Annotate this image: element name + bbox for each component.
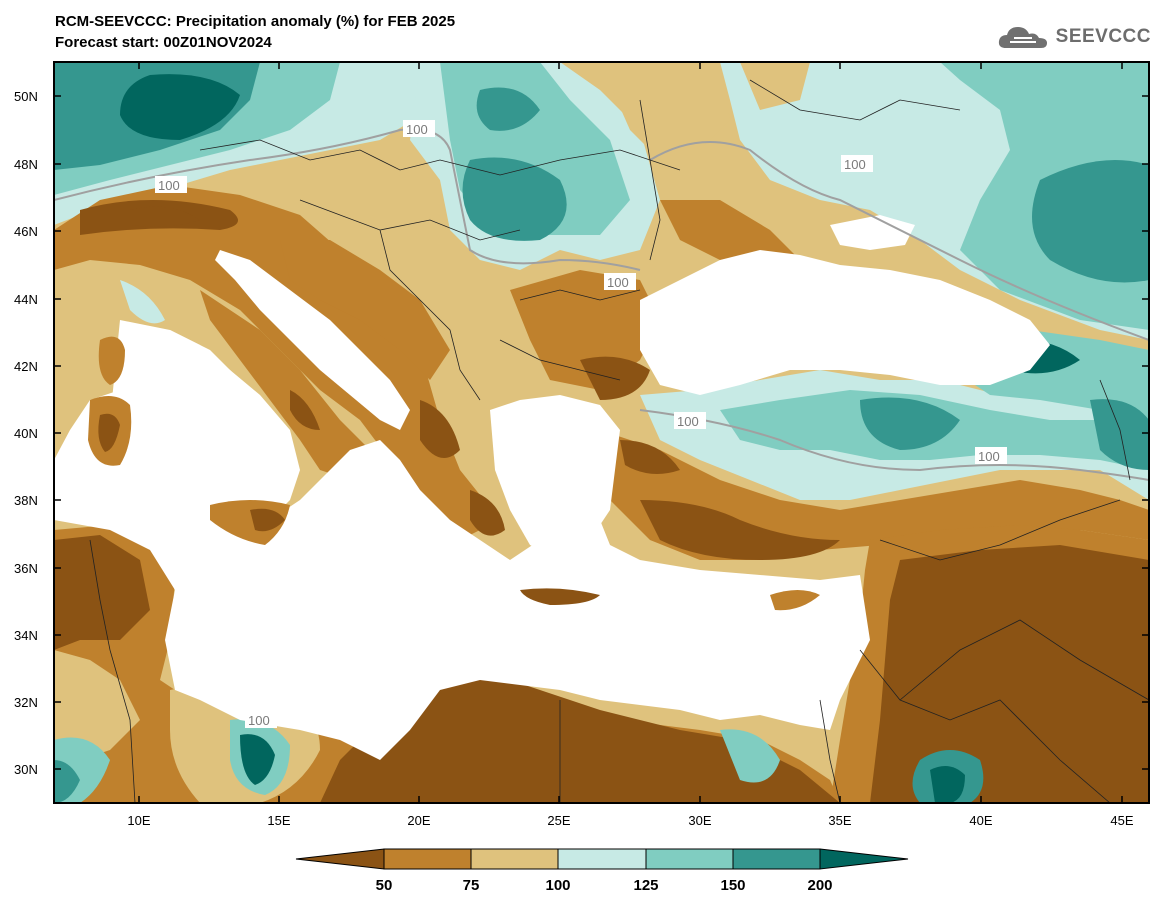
colorbar-segment-125-150 <box>645 848 734 870</box>
lat-label: 34N <box>14 628 38 643</box>
anomaly-field <box>54 62 1149 803</box>
latitude-axis: 50N 48N 46N 44N 42N 40N 38N 36N 34N 32N … <box>14 89 1149 777</box>
lat-label: 50N <box>14 89 38 104</box>
contour-label: 100 <box>844 157 866 172</box>
contour-label: 100 <box>248 713 270 728</box>
lat-label: 42N <box>14 359 38 374</box>
seevccc-logo: SEEVCCC <box>998 22 1151 52</box>
lon-label: 35E <box>828 813 851 828</box>
contour-label: 100 <box>406 122 428 137</box>
lon-label: 10E <box>127 813 150 828</box>
contour-labels: 100 100 100 100 100 100 100 <box>155 120 1007 728</box>
map-title: RCM-SEEVCCC: Precipitation anomaly (%) f… <box>55 13 456 30</box>
lat-label: 36N <box>14 561 38 576</box>
lat-label: 46N <box>14 224 38 239</box>
colorbar-label: 100 <box>545 877 570 894</box>
lat-label: 48N <box>14 157 38 172</box>
lon-label: 30E <box>688 813 711 828</box>
colorbar-segment-150-200 <box>732 848 821 870</box>
colorbar: 50 75 100 125 150 200 <box>295 848 909 894</box>
contour-label: 100 <box>978 449 1000 464</box>
colorbar-label: 150 <box>720 877 745 894</box>
lat-label: 44N <box>14 292 38 307</box>
lon-label: 45E <box>1110 813 1133 828</box>
colorbar-segment-75-100 <box>470 848 559 870</box>
contour-label: 100 <box>607 275 629 290</box>
contour-label: 100 <box>677 414 699 429</box>
longitude-axis: 10E 15E 20E 25E 30E 35E 40E 45E <box>127 62 1134 828</box>
lat-label: 38N <box>14 493 38 508</box>
colorbar-label: 50 <box>376 877 393 894</box>
forecast-start-label: Forecast start: 00Z01NOV2024 <box>55 34 272 51</box>
lon-label: 15E <box>267 813 290 828</box>
lat-label: 32N <box>14 695 38 710</box>
lon-label: 25E <box>547 813 570 828</box>
colorbar-label: 200 <box>807 877 832 894</box>
colorbar-segment-100-125 <box>557 848 647 870</box>
country-borders <box>89 79 1149 803</box>
contour-label: 100 <box>158 178 180 193</box>
lon-label: 40E <box>969 813 992 828</box>
lat-label: 30N <box>14 762 38 777</box>
colorbar-label: 75 <box>463 877 480 894</box>
colorbar-segment-50-75 <box>383 848 472 870</box>
colorbar-segment-above-200 <box>819 848 909 870</box>
colorbar-label: 125 <box>633 877 658 894</box>
colorbar-segment-below-50 <box>295 848 385 870</box>
lat-label: 40N <box>14 426 38 441</box>
cloud-icon <box>998 27 1047 48</box>
lon-label: 20E <box>407 813 430 828</box>
logo-text: SEEVCCC <box>1055 26 1151 47</box>
